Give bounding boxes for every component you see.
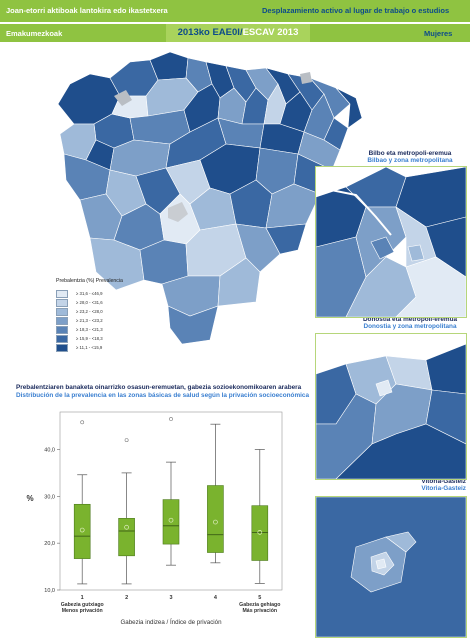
district [375, 379, 393, 397]
inset-bilbao-title-eu: Bilbo eta metropoli-eremua [368, 150, 452, 157]
x-low-label-eu: Gabezia gutxiago [61, 602, 104, 608]
legend-label: ≥ 11,1 - <15,9 [76, 345, 103, 350]
x-axis-label: Gabezia indizea / Índice de privación [120, 619, 222, 626]
inset-donostia-svg [315, 334, 467, 480]
district [375, 558, 387, 570]
boxplot-chart: 10,0 20,0 30,0 40,0% 1 2 3 4 5 Gabezia gutxiagoMe… [26, 411, 283, 626]
mean-marker [257, 530, 263, 535]
legend-label: ≥ 28,0 - <31,6 [76, 300, 103, 305]
legend-swatch [56, 299, 68, 307]
outlier-point [169, 417, 173, 421]
mean-marker [124, 524, 129, 530]
legend-label: ≥ 23,2 - <28,0 [76, 309, 103, 314]
legend-label: ≥ 21,3 - <23,2 [76, 318, 103, 323]
x-tick-label: 1 [81, 595, 84, 601]
region [265, 183, 321, 229]
legend-label: ≥ 15,9 - <18,3 [76, 336, 103, 341]
mean-marker [79, 527, 85, 533]
subgroup-spanish: Mujeres [424, 29, 453, 38]
y-tick-label: 40,0 [44, 447, 55, 453]
box [118, 518, 135, 557]
region [217, 257, 261, 307]
survey-separator: / [239, 27, 243, 38]
urban-areas [114, 72, 312, 222]
header-bar-top [0, 0, 470, 22]
inset-vitoria-title-eu: Vitoria-Gasteiz [421, 478, 466, 485]
y-tick-label: 30,0 [44, 494, 55, 500]
region [309, 77, 351, 119]
y-axis-label: % [26, 494, 33, 503]
subgroup-basque: Emakumezkoak [6, 29, 63, 38]
x-high-label-es: Más privación [242, 608, 277, 614]
plot-frame [59, 411, 283, 591]
distribution-title-es: Distribución de la prevalencia en las zo… [16, 392, 310, 399]
mean-marker [213, 519, 218, 525]
district [370, 236, 395, 260]
region [167, 305, 219, 345]
legend-swatch [56, 326, 68, 334]
district [385, 531, 417, 553]
estuary [315, 186, 392, 236]
box [162, 499, 180, 545]
legend-title: Prebalentzia (%) Prevalencia [56, 278, 123, 284]
box [73, 503, 91, 559]
x-high-label-eu: Gabezia gehiago [239, 602, 280, 608]
inset-bilbao-title-es: Bilbao y zona metropolitana [367, 157, 453, 164]
title-basque: Joan-etorri aktiboak lantokira edo ikast… [6, 6, 168, 15]
bilbao-urban [114, 90, 132, 106]
map-regions [57, 51, 363, 345]
x-tick-label: 4 [214, 595, 218, 601]
box [251, 505, 269, 561]
region [297, 131, 341, 171]
inset-donostia-title: Donostia eta metropoli-eremua Donostia y… [355, 316, 465, 330]
x-low-label-es: Menos privación [62, 608, 103, 614]
inset-donostia-title-es: Donostia y zona metropolitana [363, 323, 457, 330]
y-tick-label: 10,0 [44, 588, 55, 594]
distribution-title-eu: Prebalentziaren banaketa oinarrizko osas… [16, 384, 302, 391]
region [265, 223, 307, 255]
legend-swatch [56, 290, 68, 298]
inset-map-vitoria [315, 496, 467, 638]
legend-swatch [56, 308, 68, 316]
title-spanish: Desplazamiento activo al lugar de trabaj… [262, 6, 450, 15]
vitoria-urban [168, 202, 188, 222]
main-map [57, 51, 363, 345]
x-tick-label: 5 [258, 595, 261, 601]
x-tick-label: 3 [169, 595, 172, 601]
y-tick-label: 20,0 [44, 541, 55, 547]
region [335, 87, 363, 129]
survey-pill: 2013ko EAE0I/ESCAV 2013 [166, 24, 310, 42]
inset-map-donostia [315, 333, 467, 480]
x-tick-label: 2 [125, 595, 128, 601]
outlier-point [124, 438, 129, 443]
legend-swatch [56, 335, 68, 343]
inset-vitoria-title-es: Vitoria-Gasteiz [421, 485, 466, 492]
inset-vitoria-title: Vitoria-Gasteiz Vitoria-Gasteiz [390, 478, 466, 492]
legend-swatch [56, 317, 68, 325]
district [407, 244, 425, 262]
legend-label: ≥ 18,3 - <21,3 [76, 327, 103, 332]
box [207, 485, 224, 553]
region [235, 223, 281, 273]
mean-marker [168, 517, 174, 523]
inset-bilbao-title: Bilbo eta metropoli-eremua Bilbao y zona… [355, 150, 465, 164]
survey-basque: 2013ko EAE0I [177, 27, 240, 38]
inset-vitoria-svg [315, 496, 467, 638]
survey-spanish: ESCAV 2013 [242, 27, 299, 38]
outlier-point [80, 420, 85, 425]
donostia-urban [300, 72, 312, 84]
legend-label: ≥ 31,6 - ≤46,9 [76, 291, 103, 296]
inset-bilbao-svg [315, 166, 467, 318]
inset-map-bilbao [315, 166, 467, 318]
inset-donostia-title-eu: Donostia eta metropoli-eremua [362, 316, 458, 323]
legend-swatch [56, 344, 68, 352]
